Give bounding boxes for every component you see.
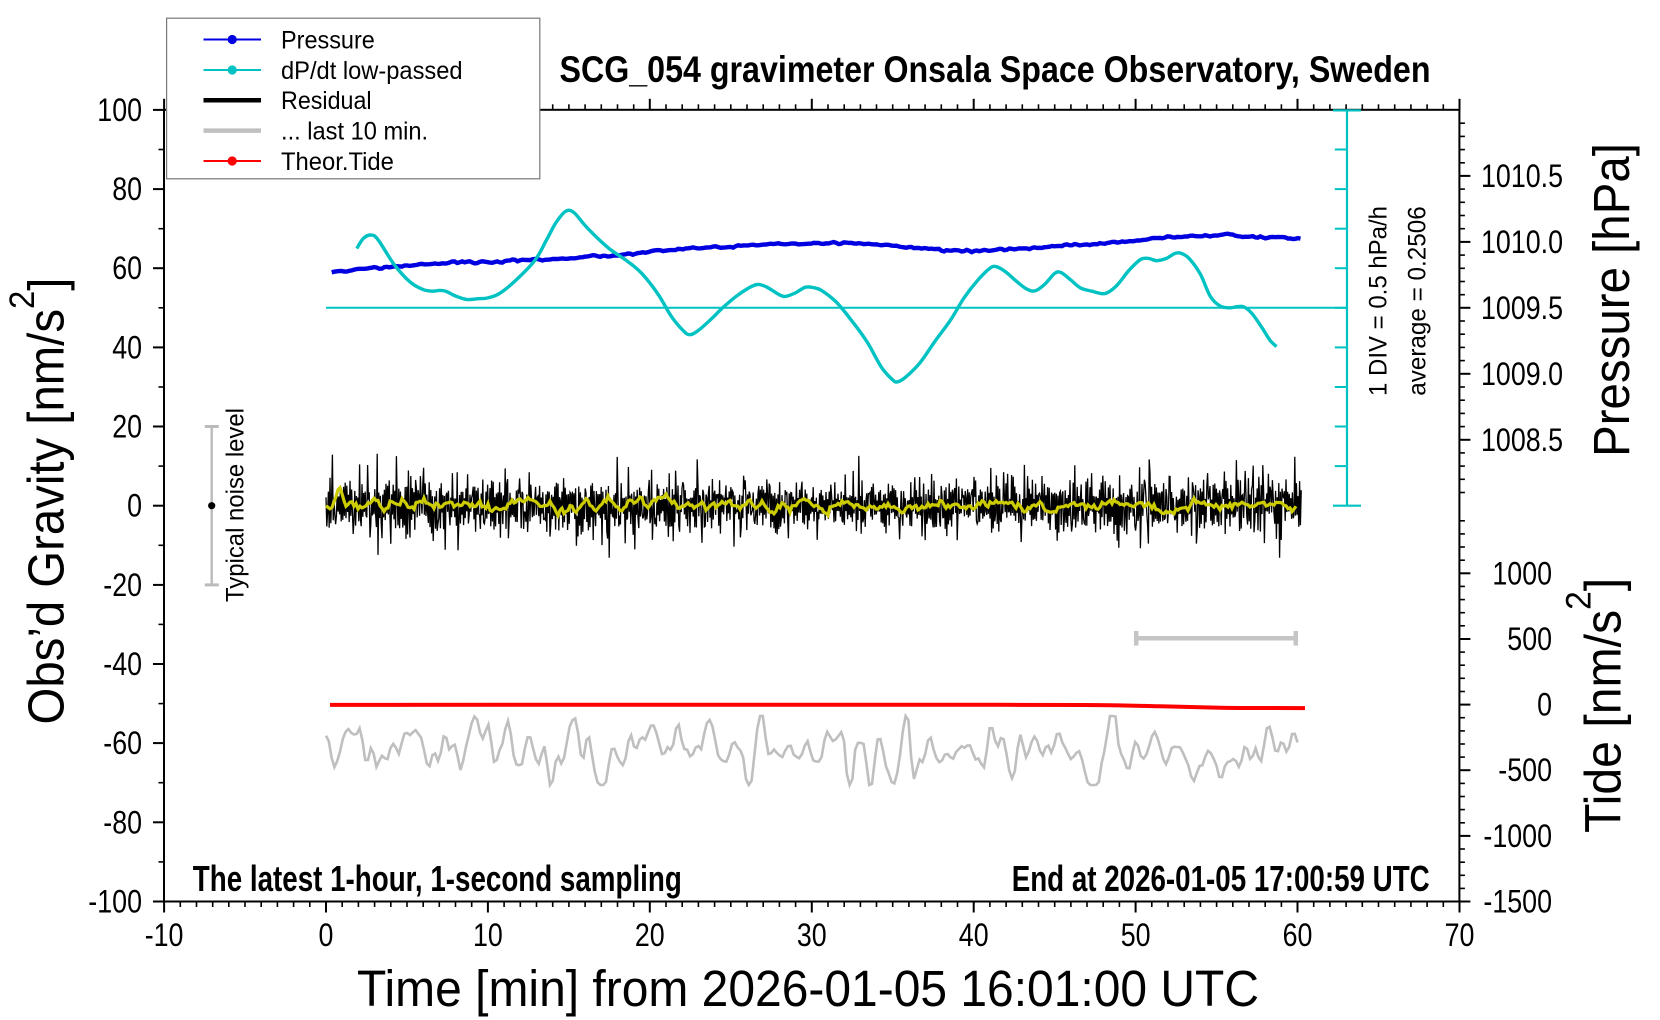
svg-text:Residual: Residual xyxy=(281,87,372,115)
svg-text:30: 30 xyxy=(797,917,827,953)
svg-text:-80: -80 xyxy=(103,804,142,840)
svg-text:0: 0 xyxy=(319,917,334,953)
svg-text:-40: -40 xyxy=(103,646,142,682)
svg-text:Theor.Tide: Theor.Tide xyxy=(281,148,394,176)
svg-text:-100: -100 xyxy=(88,884,142,920)
svg-text:average = 0.2506: average = 0.2506 xyxy=(1404,206,1432,396)
svg-text:-60: -60 xyxy=(103,725,142,761)
svg-text:60: 60 xyxy=(1283,917,1313,953)
svg-text:1000: 1000 xyxy=(1492,555,1552,591)
svg-text:-20: -20 xyxy=(103,567,142,603)
svg-text:50: 50 xyxy=(1121,917,1151,953)
svg-text:1010.0: 1010.0 xyxy=(1481,224,1563,260)
svg-text:70: 70 xyxy=(1445,917,1475,953)
svg-text:The latest 1-hour, 1-second sa: The latest 1-hour, 1-second sampling xyxy=(193,858,682,899)
svg-text:0: 0 xyxy=(127,488,142,524)
svg-text:500: 500 xyxy=(1507,621,1552,657)
svg-text:0: 0 xyxy=(1537,687,1552,723)
svg-text:40: 40 xyxy=(112,329,142,365)
svg-text:1 DIV = 0.5 hPa/h: 1 DIV = 0.5 hPa/h xyxy=(1365,206,1393,396)
svg-text:Time [min] from 2026-01-05 16:: Time [min] from 2026-01-05 16:01:00 UTC xyxy=(357,960,1259,1017)
svg-text:1009.5: 1009.5 xyxy=(1481,290,1563,326)
svg-text:60: 60 xyxy=(112,250,142,286)
svg-text:SCG_054 gravimeter Onsala Spac: SCG_054 gravimeter Onsala Space Observat… xyxy=(560,49,1431,90)
svg-text:40: 40 xyxy=(959,917,989,953)
svg-text:1009.0: 1009.0 xyxy=(1481,356,1563,392)
svg-text:1010.5: 1010.5 xyxy=(1481,158,1563,194)
svg-text:-10: -10 xyxy=(145,917,184,953)
svg-text:10: 10 xyxy=(473,917,503,953)
svg-text:Pressure: Pressure xyxy=(281,26,375,54)
svg-text:100: 100 xyxy=(97,92,142,128)
svg-text:20: 20 xyxy=(112,409,142,445)
svg-text:1008.5: 1008.5 xyxy=(1481,422,1563,458)
svg-text:-500: -500 xyxy=(1498,752,1552,788)
svg-text:... last 10 min.: ... last 10 min. xyxy=(281,117,428,145)
svg-text:End at 2026-01-05 17:00:59 UTC: End at 2026-01-05 17:00:59 UTC xyxy=(1012,858,1430,899)
svg-text:-1000: -1000 xyxy=(1483,818,1552,854)
svg-text:-1500: -1500 xyxy=(1483,884,1552,920)
svg-text:20: 20 xyxy=(635,917,665,953)
svg-text:Typical noise level: Typical noise level xyxy=(222,408,250,602)
svg-text:Pressure [hPa]: Pressure [hPa] xyxy=(1583,143,1640,457)
svg-text:80: 80 xyxy=(112,171,142,207)
svg-text:dP/dt low-passed: dP/dt low-passed xyxy=(281,57,463,85)
